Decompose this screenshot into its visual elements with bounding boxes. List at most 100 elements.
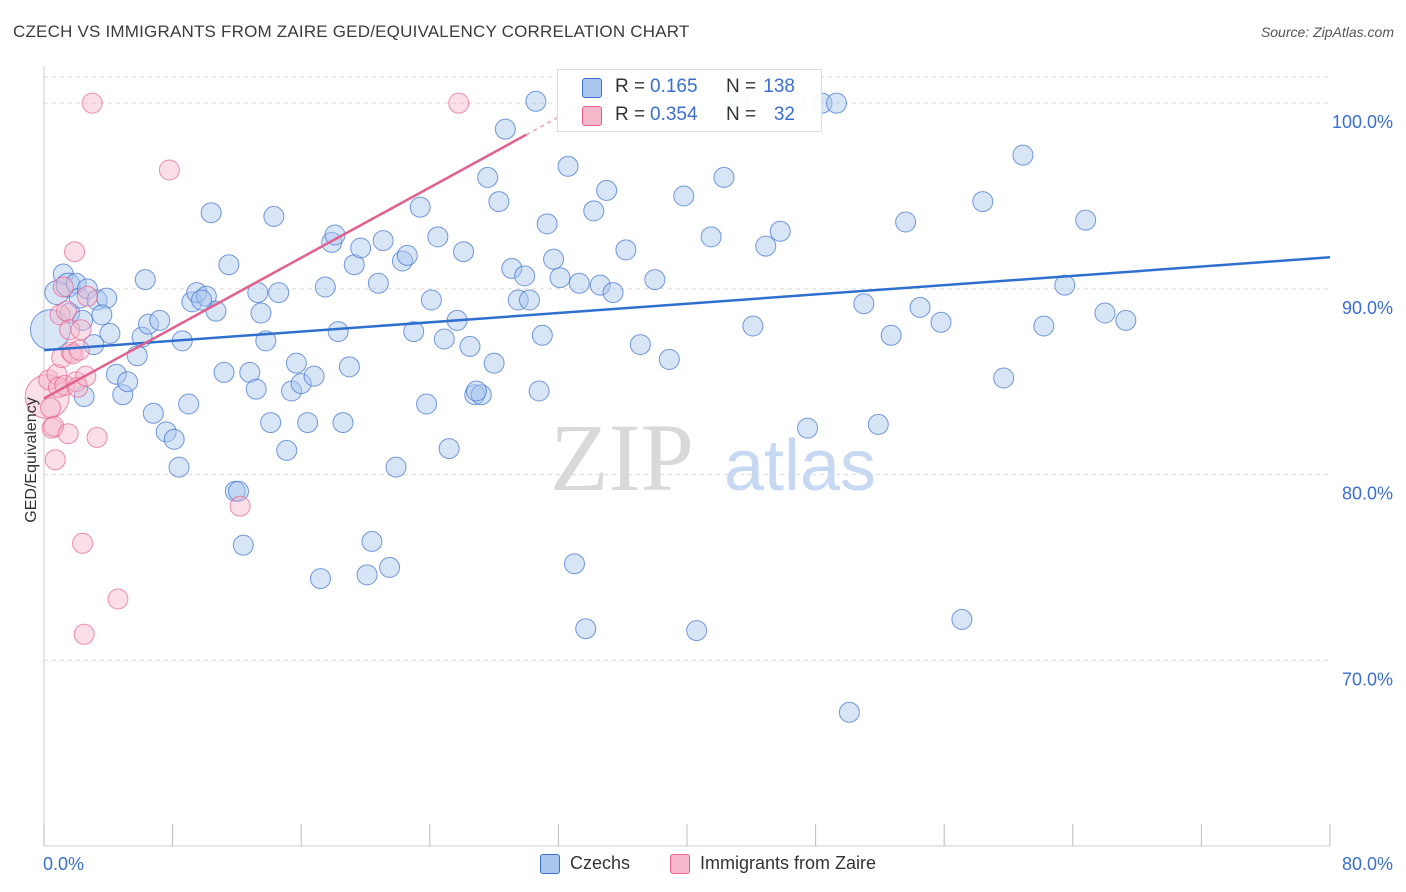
czech-point[interactable] — [644, 269, 666, 291]
czech-point[interactable] — [993, 367, 1015, 389]
czech-point[interactable] — [549, 267, 571, 289]
czech-point[interactable] — [285, 352, 307, 374]
zaire-point[interactable] — [76, 285, 98, 307]
czech-point[interactable] — [356, 564, 378, 586]
czech-point[interactable] — [276, 439, 298, 461]
czech-point[interactable] — [263, 205, 285, 227]
zaire-point[interactable] — [107, 588, 129, 610]
czech-point[interactable] — [1115, 309, 1137, 331]
czech-point[interactable] — [163, 428, 185, 450]
zaire-point[interactable] — [49, 304, 71, 326]
czech-point[interactable] — [338, 356, 360, 378]
zaire-point[interactable] — [68, 339, 90, 361]
czech-point[interactable] — [68, 287, 90, 309]
czech-point[interactable] — [303, 365, 325, 387]
czech-point[interactable] — [477, 166, 499, 188]
czech-point[interactable] — [314, 276, 336, 298]
czech-point[interactable] — [596, 179, 618, 201]
czech-point[interactable] — [250, 302, 272, 324]
czech-point[interactable] — [255, 330, 277, 352]
czech-point[interactable] — [930, 311, 952, 333]
czech-point[interactable] — [543, 248, 565, 270]
czech-point[interactable] — [149, 309, 171, 331]
czech-point[interactable] — [838, 701, 860, 723]
czech-point[interactable] — [972, 191, 994, 213]
czech-point[interactable] — [232, 534, 254, 556]
czech-point[interactable] — [99, 322, 121, 344]
czech-point[interactable] — [268, 282, 290, 304]
czech-point[interactable] — [218, 254, 240, 276]
czech-point[interactable] — [379, 556, 401, 578]
czech-point[interactable] — [260, 412, 282, 434]
zaire-point[interactable] — [73, 623, 95, 645]
czech-point[interactable] — [1094, 302, 1116, 324]
czech-point[interactable] — [518, 289, 540, 311]
zaire-point[interactable] — [86, 426, 108, 448]
czech-point[interactable] — [658, 348, 680, 370]
czech-point[interactable] — [1054, 274, 1076, 296]
czech-point[interactable] — [453, 241, 475, 263]
czech-point[interactable] — [1033, 315, 1055, 337]
zaire-point[interactable] — [72, 532, 94, 554]
czech-point[interactable] — [895, 211, 917, 233]
czech-point[interactable] — [372, 230, 394, 252]
czech-point[interactable] — [403, 321, 425, 343]
czech-point[interactable] — [825, 92, 847, 114]
czech-point[interactable] — [557, 155, 579, 177]
czech-point[interactable] — [494, 118, 516, 140]
czech-point[interactable] — [91, 304, 113, 326]
czech-point[interactable] — [409, 196, 431, 218]
czech-point[interactable] — [239, 361, 261, 383]
czech-point[interactable] — [178, 393, 200, 415]
czech-point[interactable] — [350, 237, 372, 259]
czech-point[interactable] — [880, 324, 902, 346]
czech-point[interactable] — [420, 289, 442, 311]
zaire-point[interactable] — [56, 300, 78, 322]
czech-point[interactable] — [583, 200, 605, 222]
czech-point[interactable] — [191, 289, 213, 311]
czech-point[interactable] — [713, 166, 735, 188]
czech-point[interactable] — [1012, 144, 1034, 166]
czech-point[interactable] — [117, 371, 139, 393]
czech-point[interactable] — [536, 213, 558, 235]
czech-point[interactable] — [309, 568, 331, 590]
czech-point[interactable] — [343, 254, 365, 276]
czech-point[interactable] — [488, 191, 510, 213]
czech-point[interactable] — [142, 402, 164, 424]
czech-point[interactable] — [385, 456, 407, 478]
zaire-point[interactable] — [52, 276, 74, 298]
zaire-point[interactable] — [70, 319, 92, 341]
zaire-point[interactable] — [158, 159, 180, 181]
czech-point[interactable] — [416, 393, 438, 415]
czech-point[interactable] — [168, 456, 190, 478]
czech-point[interactable] — [589, 274, 611, 296]
czech-point[interactable] — [742, 315, 764, 337]
czech-point[interactable] — [96, 287, 118, 309]
czech-point[interactable] — [105, 363, 127, 385]
czech-point[interactable] — [438, 438, 460, 460]
czech-point[interactable] — [112, 384, 134, 406]
czech-point[interactable] — [755, 235, 777, 257]
czech-point[interactable] — [563, 553, 585, 575]
czech-point[interactable] — [528, 380, 550, 402]
czech-point[interactable] — [531, 324, 553, 346]
czech-point[interactable] — [673, 185, 695, 207]
zaire-point[interactable] — [81, 92, 103, 114]
czech-point[interactable] — [951, 608, 973, 630]
czech-point[interactable] — [134, 269, 156, 291]
czech-point[interactable] — [290, 373, 312, 395]
zaire-point[interactable] — [448, 92, 470, 114]
czech-point[interactable] — [459, 335, 481, 357]
czech-point[interactable] — [568, 272, 590, 294]
czech-point[interactable] — [909, 296, 931, 318]
czech-point[interactable] — [396, 244, 418, 266]
czech-point[interactable] — [615, 239, 637, 261]
czech-point[interactable] — [465, 380, 487, 402]
zaire-point[interactable] — [229, 495, 251, 517]
czech-point[interactable] — [55, 272, 81, 298]
czech-point[interactable] — [797, 417, 819, 439]
czech-point[interactable] — [327, 321, 349, 343]
czech-point[interactable] — [137, 313, 159, 335]
zaire-point[interactable] — [51, 347, 73, 369]
czech-point[interactable] — [427, 226, 449, 248]
